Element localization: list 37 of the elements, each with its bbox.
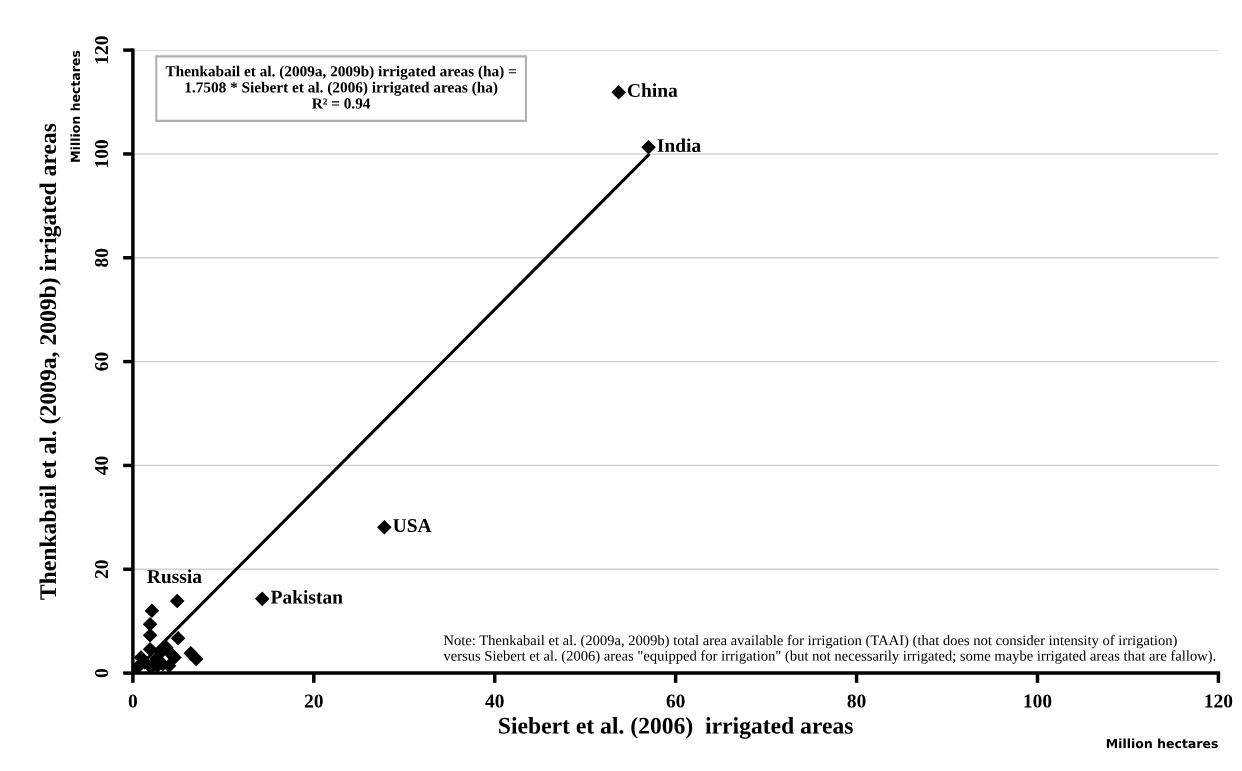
point	[142, 617, 158, 632]
y-tick-label: 80	[94, 248, 109, 267]
x-tick-label: 20	[304, 694, 323, 708]
x-tick-label: 120	[1205, 694, 1233, 708]
text: Million hectares	[1106, 738, 1218, 749]
annotation: India	[657, 138, 701, 153]
point	[142, 627, 158, 643]
point	[188, 651, 204, 667]
y-tick-label: 0	[94, 668, 109, 678]
annotation: China	[627, 83, 678, 98]
annotation: Thenkabail et al. (2009a, 2009b) irrigated areas (ha) = 1.7508 * Siebert et al. (2006) irrigated areas (ha) R² = 0.94	[165, 65, 516, 109]
x-tick-label: 80	[847, 694, 866, 708]
annotation: Russia	[147, 569, 202, 584]
y-tick-label: 120	[94, 36, 109, 64]
point	[169, 593, 185, 609]
annotation: USA	[393, 519, 432, 533]
point	[254, 591, 270, 607]
x-tick-label: 40	[485, 694, 504, 708]
point	[144, 603, 160, 619]
text: Million hectares	[70, 50, 81, 162]
x-tick-label: 60	[666, 694, 685, 708]
x-tick-label: 0	[128, 694, 138, 708]
annotation: Pakistan	[270, 590, 343, 604]
y-tick-label: 100	[94, 140, 109, 167]
point	[611, 84, 626, 100]
y-axis-title: Thenkabail et al. (2009a, 2009b) irrigated areas	[39, 123, 62, 600]
point	[142, 641, 158, 657]
annotation: Note: Thenkabail et al. (2009a, 2009b) total area available for irrigation (TAAI) (that does not consider intensity of irrigation) versus Siebert et al. (2006) areas "equipped for irrigation" (but not necessarily irrigated; some maybe irrigated areas that are fallow).	[443, 634, 1216, 664]
y-tick-label: 60	[94, 352, 109, 371]
point	[377, 519, 392, 535]
x-tick-label: 100	[1024, 694, 1052, 708]
y-tick-label: 20	[94, 560, 109, 579]
point	[641, 139, 656, 155]
x-axis-title: Siebert et al. (2006) irrigated areas	[499, 717, 853, 739]
point	[170, 631, 186, 646]
y-tick-label: 40	[94, 456, 109, 475]
point	[167, 650, 182, 665]
